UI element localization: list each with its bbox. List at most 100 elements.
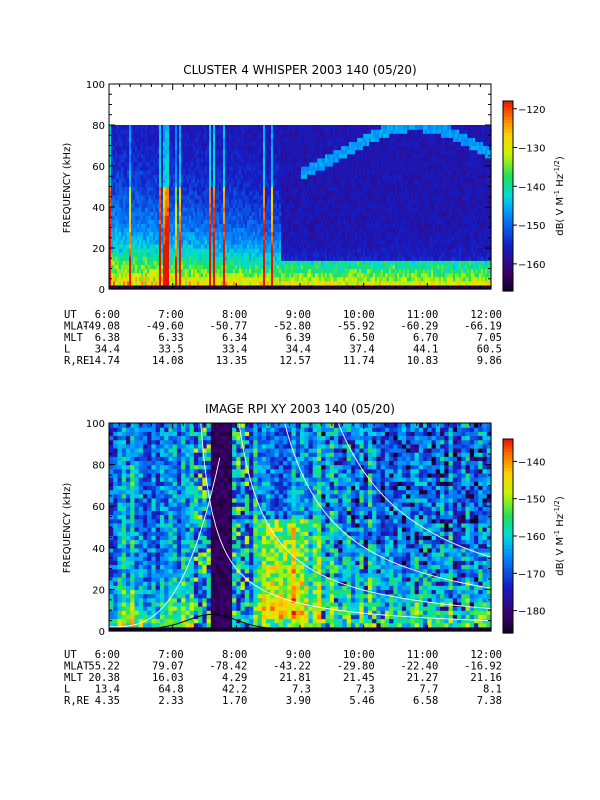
spectrogram-cell <box>133 268 136 274</box>
spectrogram-cell <box>159 170 162 175</box>
spectrogram-cell <box>121 260 124 265</box>
spectrogram-cell <box>189 174 192 179</box>
spectrogram-cell <box>197 141 200 147</box>
spectrogram-cell <box>255 170 258 175</box>
spectrogram-cell <box>179 178 182 183</box>
spectrogram-cell <box>145 260 148 265</box>
spectrogram-cell <box>153 170 156 175</box>
spectrogram-cell <box>181 231 184 237</box>
spectrogram-cell <box>193 235 196 241</box>
spectrogram-cell <box>271 153 274 159</box>
spectrogram-cell <box>129 129 132 134</box>
spectrogram-cell <box>195 170 198 175</box>
spectrogram-cell <box>189 227 192 233</box>
spectrogram-cell <box>145 149 148 155</box>
spectrogram-cell <box>111 129 114 134</box>
spectrogram-cell <box>125 141 128 147</box>
spectrogram-cell <box>241 174 244 179</box>
spectrogram-cell <box>199 170 202 175</box>
spectrogram-cell <box>131 276 134 282</box>
spectrogram-cell <box>177 284 180 290</box>
spectrogram-cell <box>203 231 206 237</box>
spectrogram-cell <box>251 157 254 163</box>
spectrogram-cell <box>205 186 208 192</box>
spectrogram-cell <box>183 190 186 196</box>
spectrogram-cell <box>195 174 198 179</box>
spectrogram-cell <box>215 194 218 200</box>
spectrogram-cell <box>149 264 152 270</box>
spectrogram-cell <box>153 256 156 261</box>
spectrogram-cell <box>153 280 156 286</box>
spectrogram-cell <box>163 166 166 171</box>
spectrogram-cell <box>131 235 134 241</box>
spectrogram-cell <box>271 145 274 151</box>
spectrogram-cell <box>247 194 250 200</box>
spectrogram-cell <box>227 276 230 282</box>
spectrogram-cell <box>269 239 272 245</box>
spectrogram-cell <box>181 243 184 249</box>
spectrogram-cell <box>111 170 114 175</box>
spectrogram-cell <box>193 202 196 208</box>
spectrogram-cell <box>117 276 120 282</box>
spectrogram-cell <box>109 280 112 286</box>
spectrogram-cell <box>209 264 212 270</box>
spectrogram-cell <box>275 137 278 142</box>
spectrogram-cell <box>207 133 210 138</box>
spectrogram-cell <box>283 186 286 192</box>
spectrogram-cell <box>113 235 116 241</box>
spectrogram-cell <box>281 178 284 183</box>
spectrogram-cell <box>225 125 228 130</box>
spectrogram-cell <box>207 125 210 130</box>
spectrogram-cell <box>141 207 144 212</box>
spectrogram-cell <box>227 239 230 245</box>
spectrogram-cell <box>111 174 114 179</box>
spectrogram-cell <box>231 170 234 175</box>
spectrogram-cell <box>203 182 206 188</box>
spectrogram-cell <box>211 145 214 151</box>
spectrogram-cell <box>199 186 202 192</box>
spectrogram-cell <box>163 235 166 241</box>
spectrogram-cell <box>117 194 120 200</box>
spectrogram-cell <box>223 186 226 192</box>
spectrogram-cell <box>253 153 256 159</box>
spectrogram-cell <box>243 223 246 229</box>
spectrogram-cell <box>199 190 202 196</box>
spectrogram-cell <box>127 125 130 130</box>
spectrogram-cell <box>121 243 124 249</box>
spectrogram-cell <box>245 202 248 208</box>
spectrogram-cell <box>109 202 112 208</box>
spectrogram-cell <box>147 145 150 151</box>
spectrogram-cell <box>281 153 284 159</box>
spectrogram-cell <box>225 243 228 249</box>
spectrogram-cell <box>247 145 250 151</box>
spectrogram-cell <box>219 125 222 130</box>
spectrogram-cell <box>217 161 220 167</box>
spectrogram-cell <box>233 268 236 274</box>
spectrogram-cell <box>231 243 234 249</box>
spectrogram-cell <box>169 145 172 151</box>
spectrogram-cell <box>153 239 156 245</box>
spectrogram-cell <box>191 166 194 171</box>
spectrogram-cell <box>197 264 200 270</box>
spectrogram-cell <box>133 231 136 237</box>
spectrogram-cell <box>165 202 168 208</box>
spectrogram-cell <box>157 243 160 249</box>
spectrogram-cell <box>139 166 142 171</box>
spectrogram-cell <box>249 166 252 171</box>
spectrogram-cell <box>247 227 250 233</box>
spectrogram-cell <box>155 268 158 274</box>
spectrogram-cell <box>215 174 218 179</box>
spectrogram-cell <box>219 256 222 261</box>
spectrogram-cell <box>193 125 196 130</box>
spectrogram-cell <box>251 166 254 171</box>
spectrogram-cell <box>173 215 176 220</box>
spectrogram-cell <box>183 133 186 138</box>
spectrogram-cell <box>165 235 168 241</box>
spectrogram-cell <box>197 211 200 216</box>
spectrogram-cell <box>205 211 208 216</box>
spectrogram-cell <box>129 239 132 245</box>
spectrogram-cell <box>145 268 148 274</box>
spectrogram-cell <box>161 223 164 229</box>
spectrogram-cell <box>233 133 236 138</box>
spectrogram-cell <box>197 149 200 155</box>
